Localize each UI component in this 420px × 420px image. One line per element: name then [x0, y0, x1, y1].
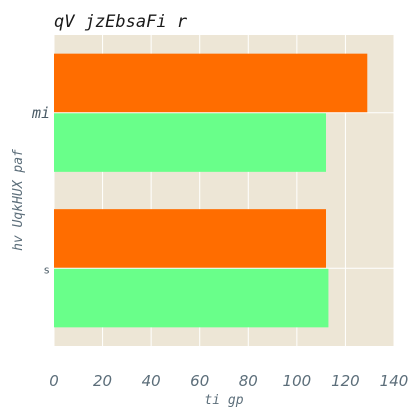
- x-tick-labels: 0 20 40 60 80 100 120 140: [49, 372, 408, 390]
- x-tick-label: 120: [331, 372, 360, 390]
- x-tick-label: 20: [93, 372, 112, 390]
- bar-s-series-2: [54, 268, 329, 328]
- x-tick-label: 0: [49, 372, 59, 390]
- chart-title: qV jzEbsaFi r: [54, 12, 188, 32]
- x-tick-label: 60: [190, 372, 209, 390]
- x-axis-label: ti gp: [204, 393, 243, 408]
- category-labels: mi s: [31, 104, 50, 277]
- x-tick-label: 80: [239, 372, 258, 390]
- x-tick-label: 100: [283, 372, 312, 390]
- category-label-mi: mi: [31, 104, 50, 122]
- x-tick-label: 140: [380, 372, 409, 390]
- category-label-s: s: [43, 263, 50, 276]
- bar-mi-series-1: [54, 53, 368, 113]
- bars: [54, 53, 394, 328]
- y-axis-label: hv UqkHUX paf: [11, 149, 26, 251]
- x-tick-label: 40: [142, 372, 161, 390]
- bar-mi-series-2: [54, 112, 326, 172]
- bar-s-series-1: [54, 209, 326, 269]
